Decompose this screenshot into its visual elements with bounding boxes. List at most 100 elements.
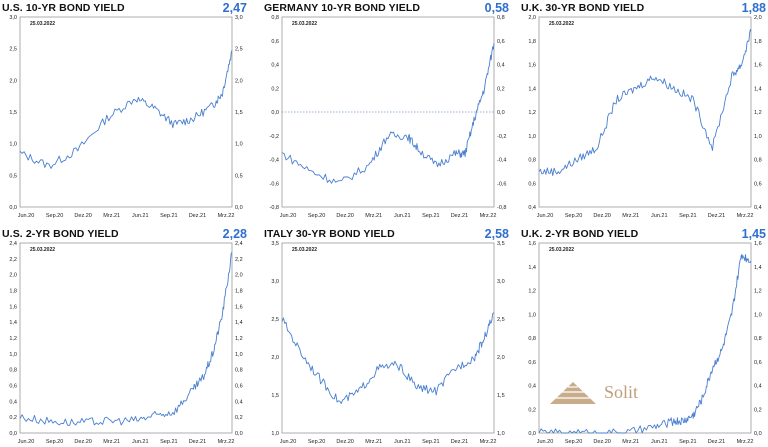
y-tick-label-right: 1,2 xyxy=(754,289,762,295)
y-tick-label-left: 0,4 xyxy=(528,384,536,390)
y-tick-label-left: 0,6 xyxy=(9,384,17,390)
y-tick-label-right: 3,0 xyxy=(235,15,243,21)
y-tick-label-right: 1,4 xyxy=(235,320,243,326)
y-tick-label-right: 0,8 xyxy=(235,368,243,374)
x-tick-label: Dez.21 xyxy=(708,439,725,445)
y-tick-label-left: -0,4 xyxy=(270,158,279,164)
y-tick-label-left: 0,0 xyxy=(9,431,17,437)
x-tick-label: Dez.20 xyxy=(74,439,91,445)
pyramid-icon xyxy=(550,382,596,404)
y-tick-label-left: 2,0 xyxy=(528,15,536,21)
line-chart: 25.03.2022 0,4 0,4 0,6 0,6 0,8 0,8 1,0 1,0 1,2 1,2… xyxy=(528,15,762,219)
y-tick-label-right: 2,0 xyxy=(754,15,762,21)
x-tick-label: Mrz.22 xyxy=(218,213,235,219)
x-tick-label: Dez.21 xyxy=(189,439,206,445)
y-tick-label-left: 1,2 xyxy=(528,110,536,116)
y-tick-label-right: 1,6 xyxy=(235,304,243,310)
series-line xyxy=(19,50,233,169)
x-tick-label: Dez.20 xyxy=(74,213,91,219)
y-tick-label-left: 0,2 xyxy=(528,407,536,413)
y-tick-label-right: 0,0 xyxy=(754,431,762,437)
y-tick-label-right: -0,4 xyxy=(497,158,506,164)
y-tick-label-left: 2,0 xyxy=(271,355,279,361)
line-chart: 25.03.2022 0,0 0,0 0,2 0,2 0,4 0,4 0,6 0,6 0,8 0,8… xyxy=(9,241,243,445)
y-tick-label-left: 1,4 xyxy=(528,265,536,271)
x-tick-label: Dez.21 xyxy=(189,213,206,219)
chart-last-value: 2,28 xyxy=(222,227,247,241)
y-tick-label-right: -0,2 xyxy=(497,134,506,140)
line-chart: 25.03.2022 1,0 1,0 1,5 1,5 2,0 2,0 2,5 2,5 3,0 3,0… xyxy=(271,241,505,445)
y-tick-label-left: 0,4 xyxy=(271,63,279,69)
date-label: 25.03.2022 xyxy=(292,21,317,27)
x-tick-label: Dez.20 xyxy=(593,213,610,219)
chart-last-value: 2,58 xyxy=(484,227,509,241)
x-tick-label: Mrz.21 xyxy=(622,439,639,445)
y-tick-label-left: 0,6 xyxy=(528,360,536,366)
series-line xyxy=(281,312,495,404)
x-tick-label: Jun.21 xyxy=(651,213,668,219)
plot-frame xyxy=(281,242,495,434)
x-tick-label: Jun.20 xyxy=(537,439,554,445)
x-tick-label: Dez.20 xyxy=(336,439,353,445)
y-tick-label-right: 0,8 xyxy=(754,158,762,164)
series-line xyxy=(19,252,233,426)
y-tick-label-right: 1,8 xyxy=(235,289,243,295)
date-label: 25.03.2022 xyxy=(549,247,574,253)
y-tick-label-left: 1,4 xyxy=(9,320,17,326)
x-tick-label: Sep.21 xyxy=(679,213,696,219)
x-tick-label: Mrz.22 xyxy=(480,213,497,219)
y-tick-label-left: 0,4 xyxy=(528,205,536,211)
x-tick-label: Jun.20 xyxy=(18,439,35,445)
y-tick-label-right: 0,4 xyxy=(235,399,243,405)
y-tick-label-right: 0,2 xyxy=(497,86,505,92)
x-tick-label: Mrz.22 xyxy=(480,439,497,445)
y-tick-label-right: 1,5 xyxy=(497,393,505,399)
y-tick-label-right: 0,2 xyxy=(235,415,243,421)
y-tick-label-right: 1,5 xyxy=(235,110,243,116)
chart-last-value: 0,58 xyxy=(484,1,509,15)
x-tick-label: Dez.21 xyxy=(451,439,468,445)
x-tick-label: Dez.21 xyxy=(708,213,725,219)
y-tick-label-left: 0,0 xyxy=(9,205,17,211)
chart-title: U.K. 2-YR BOND YIELD xyxy=(521,228,639,240)
y-tick-label-left: 2,2 xyxy=(9,257,17,263)
y-tick-label-left: 3,0 xyxy=(271,279,279,285)
y-tick-label-right: 1,8 xyxy=(754,39,762,45)
y-tick-label-right: 0,4 xyxy=(754,384,762,390)
y-tick-label-left: 2,4 xyxy=(9,241,17,247)
x-tick-label: Sep.21 xyxy=(422,439,439,445)
x-tick-label: Jun.21 xyxy=(394,213,411,219)
plot-frame xyxy=(19,16,233,208)
y-tick-label-left: 3,0 xyxy=(9,15,17,21)
x-tick-label: Sep.20 xyxy=(308,439,325,445)
chart-title: ITALY 30-YR BOND YIELD xyxy=(264,228,395,240)
y-tick-label-left: 1,6 xyxy=(528,241,536,247)
y-tick-label-left: 1,0 xyxy=(528,134,536,140)
x-tick-label: Sep.20 xyxy=(46,439,63,445)
y-tick-label-right: 0,0 xyxy=(497,110,505,116)
y-tick-label-right: -0,8 xyxy=(497,205,506,211)
date-label: 25.03.2022 xyxy=(30,21,55,27)
chart-last-value: 1,45 xyxy=(741,227,766,241)
chart-panel: GERMANY 10-YR BOND YIELD 0,58 25.03.2022 -0… xyxy=(262,1,511,221)
x-tick-label: Jun.20 xyxy=(537,213,554,219)
y-tick-label-right: 0,6 xyxy=(754,360,762,366)
plot-frame xyxy=(538,16,752,208)
y-tick-label-right: 2,0 xyxy=(235,78,243,84)
y-tick-label-right: 1,0 xyxy=(754,134,762,140)
y-tick-label-left: 0,6 xyxy=(271,39,279,45)
x-tick-label: Sep.21 xyxy=(160,439,177,445)
x-tick-label: Mrz.21 xyxy=(622,213,639,219)
chart-title: GERMANY 10-YR BOND YIELD xyxy=(264,2,421,14)
series-line xyxy=(538,28,752,177)
y-tick-label-right: 2,4 xyxy=(235,241,243,247)
y-tick-label-right: 1,4 xyxy=(754,265,762,271)
y-tick-label-right: 0,0 xyxy=(235,431,243,437)
line-chart: 25.03.2022 -0,8 -0,8 -0,6 -0,6 -0,4 -0,4 -0,2 -0… xyxy=(270,15,507,219)
x-tick-label: Sep.21 xyxy=(160,213,177,219)
line-chart: 25.03.2022 0,0 0,0 0,5 0,5 1,0 1,0 1,5 1,5 2,0 2,0… xyxy=(9,15,243,219)
y-tick-label-right: 0,6 xyxy=(235,384,243,390)
y-tick-label-right: -0,6 xyxy=(497,181,506,187)
y-tick-label-left: 0,0 xyxy=(271,110,279,116)
chart-panel: U.K. 2-YR BOND YIELD 1,45 25.03.2022 0,0 0,0… xyxy=(519,227,768,447)
